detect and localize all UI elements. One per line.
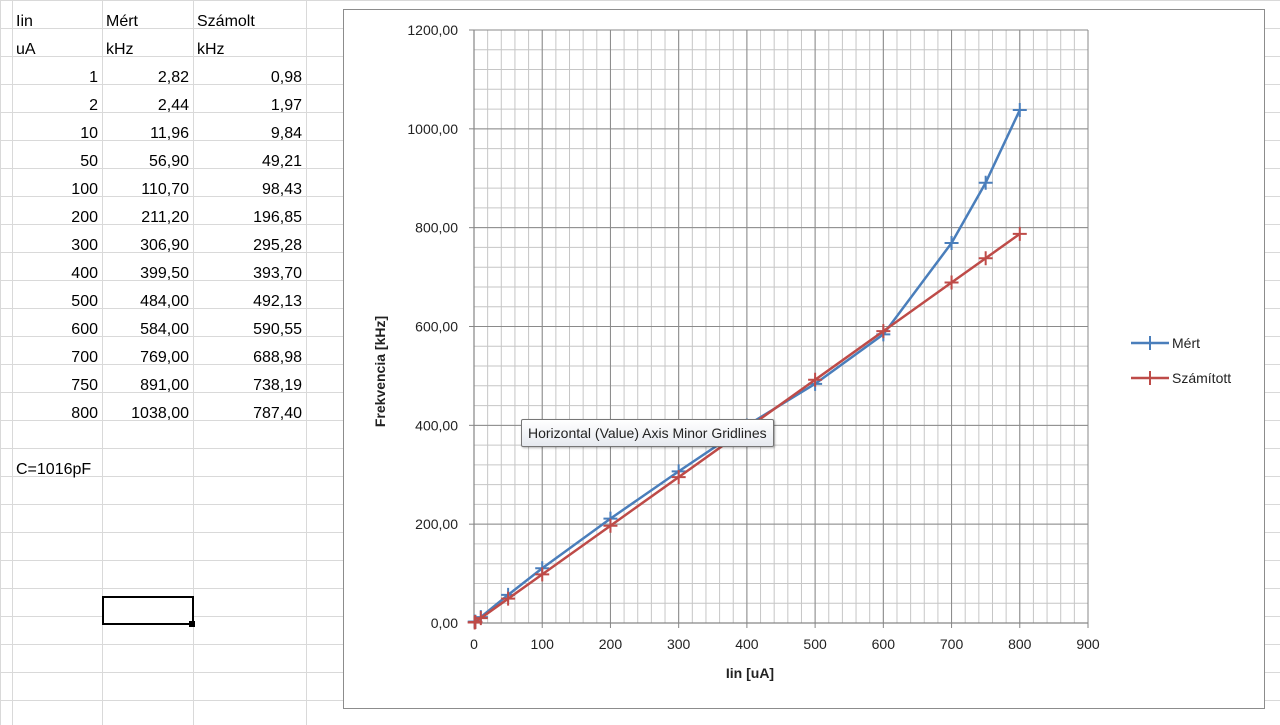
data-cell[interactable]: 1038,00 [131,405,189,422]
data-cell[interactable]: 492,13 [253,293,302,310]
x-tick-label: 100 [531,636,555,652]
x-tick-label: 0 [470,636,478,652]
data-cell[interactable]: 769,00 [140,349,189,366]
data-point [978,251,993,266]
unit-cell[interactable]: kHz [106,41,134,58]
data-cell[interactable]: 211,20 [141,209,189,226]
data-cell[interactable]: 590,55 [253,321,302,338]
data-cell[interactable]: 196,85 [253,209,302,226]
x-tick-label: 800 [1008,636,1032,652]
data-cell[interactable]: 400 [71,265,98,282]
data-point [501,591,516,606]
data-cell[interactable]: 295,28 [253,237,302,254]
note-cell[interactable]: C=1016pF [16,461,92,478]
y-tick-label: 400,00 [415,417,458,433]
x-tick-label: 900 [1076,636,1100,652]
legend-marker [1143,336,1157,350]
data-cell[interactable]: 399,50 [140,265,189,282]
chart-area[interactable]: 0,00 200,00 400,00 600,00 800,00 1000,00 1200,… [343,9,1265,709]
legend-label: Mért [1172,335,1200,351]
data-cell[interactable]: 49,21 [261,153,302,170]
data-cell[interactable]: 2,82 [157,69,189,86]
data-cell[interactable]: 750 [71,377,98,394]
data-cell[interactable]: 9,84 [270,125,302,142]
data-point [1012,103,1027,118]
data-point [808,372,823,387]
x-tick-label: 500 [803,636,827,652]
data-cell[interactable]: 306,90 [140,237,189,254]
y-axis-title: Frekvencia [kHz] [372,316,388,427]
data-cell[interactable]: 738,19 [253,377,302,394]
data-cell[interactable]: 787,40 [253,405,302,422]
data-cell[interactable]: 500 [71,293,98,310]
data-cell[interactable]: 11,96 [150,125,189,142]
data-cell[interactable]: 300 [71,237,98,254]
x-axis-title: Iin [uA] [726,665,774,681]
frequency-chart[interactable]: 0,00 200,00 400,00 600,00 800,00 1000,00 1200,… [344,10,1264,708]
y-tick-label: 800,00 [415,220,458,236]
data-cell[interactable]: 2,44 [157,97,189,114]
unit-cell[interactable]: uA [16,41,36,58]
data-cell[interactable]: 2 [89,97,98,114]
unit-cell[interactable]: kHz [197,41,225,58]
legend-label: Számított [1172,370,1231,386]
data-cell[interactable]: 688,98 [253,349,302,366]
data-cell[interactable]: 1,97 [270,97,302,114]
header-cell[interactable]: Iin [16,13,33,30]
data-cell[interactable]: 700 [71,349,98,366]
x-tick-label: 600 [872,636,896,652]
column-divider [193,0,194,725]
column-divider [12,0,13,725]
x-tick-label: 200 [599,636,623,652]
data-point [603,518,618,533]
data-point [535,567,550,582]
data-cell[interactable]: 98,43 [261,181,302,198]
data-cell[interactable]: 891,00 [140,377,189,394]
data-point [1012,226,1027,241]
header-cell[interactable]: Számolt [197,13,255,30]
header-cell[interactable]: Mért [106,13,138,30]
y-tick-label: 1200,00 [407,22,458,38]
data-point [876,324,891,339]
data-cell[interactable]: 0,98 [270,69,302,86]
data-cell[interactable]: 1 [89,69,98,86]
x-tick-label: 700 [940,636,964,652]
data-cell[interactable]: 800 [71,405,98,422]
x-tick-label: 400 [735,636,759,652]
data-point [473,611,488,626]
column-divider [102,0,103,725]
data-cell[interactable]: 50 [80,153,98,170]
data-cell[interactable]: 484,00 [140,293,189,310]
data-cell[interactable]: 393,70 [253,265,302,282]
gridlines-tooltip: Horizontal (Value) Axis Minor Gridlines [521,419,774,447]
data-cell[interactable]: 200 [71,209,98,226]
data-cell[interactable]: 584,00 [140,321,189,338]
data-cell[interactable]: 10 [80,125,98,142]
data-point [944,275,959,290]
y-tick-label: 600,00 [415,319,458,335]
data-cell[interactable]: 56,90 [148,153,189,170]
y-tick-label: 1000,00 [407,121,458,137]
data-cell[interactable]: 110,70 [141,181,189,198]
legend-marker [1143,371,1157,385]
x-tick-label: 300 [667,636,691,652]
data-cell[interactable]: 600 [71,321,98,338]
fill-handle[interactable] [189,621,195,627]
data-point [978,175,993,190]
y-tick-label: 200,00 [415,516,458,532]
selected-cell[interactable] [102,596,194,625]
data-cell[interactable]: 100 [71,181,98,198]
data-point [944,235,959,250]
column-divider [306,0,307,725]
y-tick-label: 0,00 [431,615,458,631]
data-point [671,470,686,485]
